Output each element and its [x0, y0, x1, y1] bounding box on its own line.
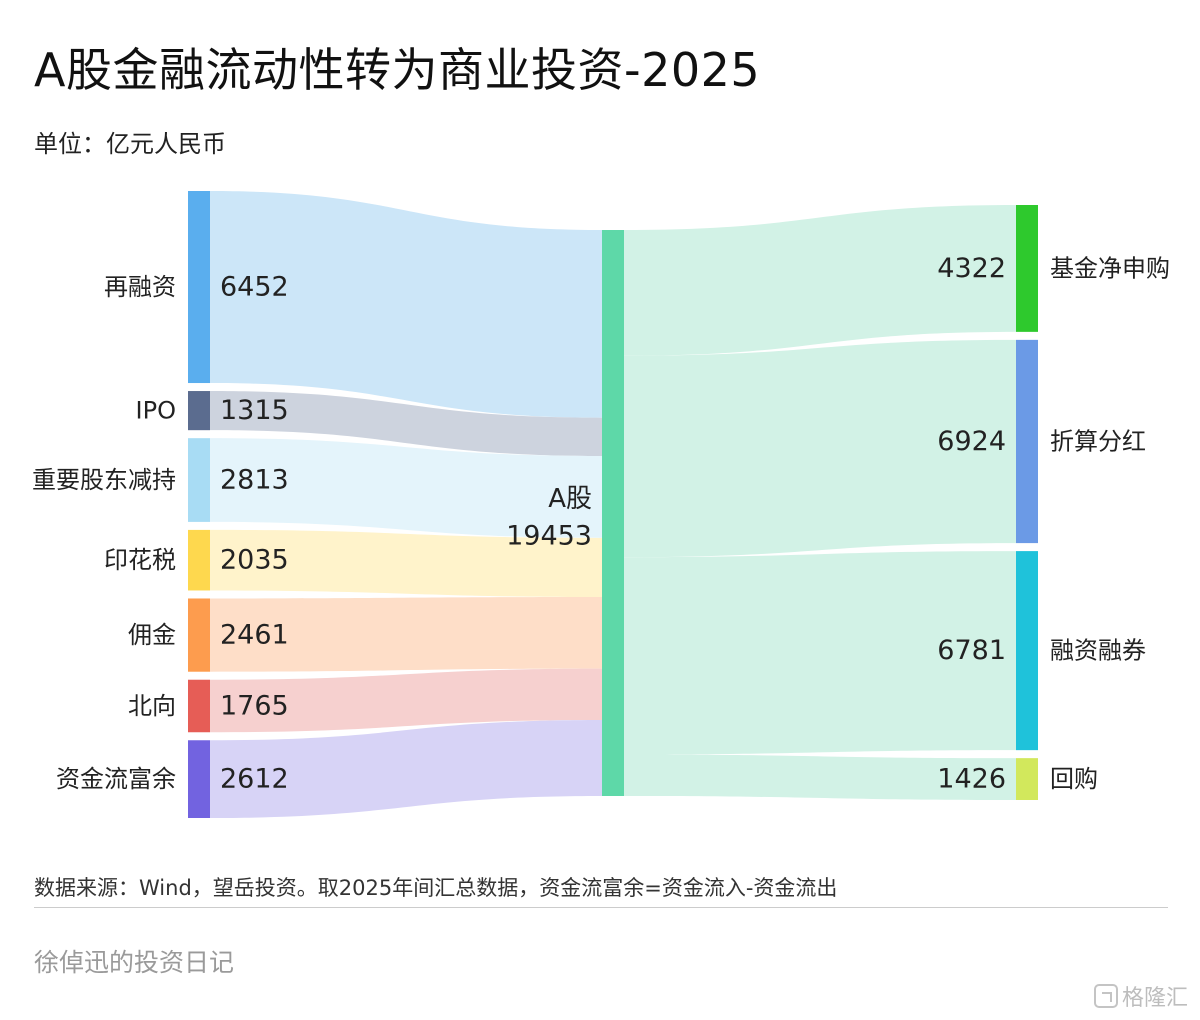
target-label-1: 折算分红: [1050, 427, 1146, 455]
source-node-5: [188, 679, 210, 733]
source-node-0: [188, 191, 210, 384]
sankey-chart: 再融资 6452 IPO 1315 重要股东减持 2813 印花税 2035 佣金 2461 北向 1…: [32, 191, 1170, 818]
target-label-2: 融资融券: [1050, 637, 1146, 665]
source-value-2: 2813: [220, 465, 289, 496]
watermark-text: 格隆汇: [1121, 986, 1188, 1011]
source-label-2: 重要股东减持: [32, 466, 176, 494]
source-node-1: [188, 391, 210, 431]
data-source-note: 数据来源：Wind，望岳投资。取2025年间汇总数据，资金流富余=资金流入-资金…: [34, 876, 838, 900]
nodes: [188, 191, 1038, 818]
flow-source-6: [210, 720, 602, 818]
chart-unit: 单位：亿元人民币: [34, 130, 226, 158]
watermark-logo-icon: [1093, 984, 1118, 1008]
source-node-3: [188, 529, 210, 591]
target-node-2: [1016, 551, 1038, 751]
watermark: 格隆汇: [1093, 980, 1188, 1012]
flow-source-1: [210, 391, 602, 456]
source-node-6: [188, 740, 210, 818]
right-flows: [624, 205, 1016, 800]
source-value-3: 2035: [220, 545, 289, 576]
source-label-4: 佣金: [128, 621, 176, 649]
chart-title: A股金融流动性转为商业投资-2025: [34, 43, 761, 97]
target-label-3: 回购: [1050, 765, 1098, 793]
target-label-0: 基金净申购: [1050, 254, 1170, 282]
flow-source-4: [210, 597, 602, 672]
flow-source-2: [210, 438, 602, 538]
flow-source-5: [210, 668, 602, 733]
center-node: [602, 230, 624, 796]
source-label-6: 资金流富余: [56, 765, 176, 793]
flow-target-0: [624, 205, 1016, 356]
source-value-1: 1315: [220, 395, 289, 426]
flow-target-2: [624, 551, 1016, 755]
source-node-2: [188, 438, 210, 522]
target-value-0: 4322: [937, 253, 1006, 284]
target-value-3: 1426: [937, 764, 1006, 795]
footer-divider: [34, 907, 1168, 908]
source-label-1: IPO: [136, 397, 176, 425]
target-value-1: 6924: [937, 426, 1006, 457]
source-label-3: 印花税: [104, 546, 176, 574]
target-node-1: [1016, 339, 1038, 544]
source-node-4: [188, 598, 210, 672]
source-value-5: 1765: [220, 690, 289, 721]
labels: 再融资 6452 IPO 1315 重要股东减持 2813 印花税 2035 佣金 2461 北向 1…: [32, 253, 1170, 795]
center-value: 19453: [506, 521, 592, 552]
target-value-2: 6781: [937, 635, 1006, 666]
source-value-4: 2461: [220, 620, 289, 651]
flow-target-1: [624, 339, 1016, 558]
flow-source-0: [210, 191, 602, 418]
source-value-0: 6452: [220, 272, 289, 303]
source-label-0: 再融资: [104, 273, 176, 301]
flow-source-3: [210, 529, 602, 598]
source-label-5: 北向: [128, 692, 176, 720]
center-label: A股: [548, 484, 592, 514]
target-node-0: [1016, 205, 1038, 332]
left-flows: [210, 191, 602, 818]
target-node-3: [1016, 758, 1038, 800]
flow-target-3: [624, 754, 1016, 800]
author-name: 徐倬迅的投资日记: [34, 948, 235, 977]
source-value-6: 2612: [220, 764, 289, 795]
